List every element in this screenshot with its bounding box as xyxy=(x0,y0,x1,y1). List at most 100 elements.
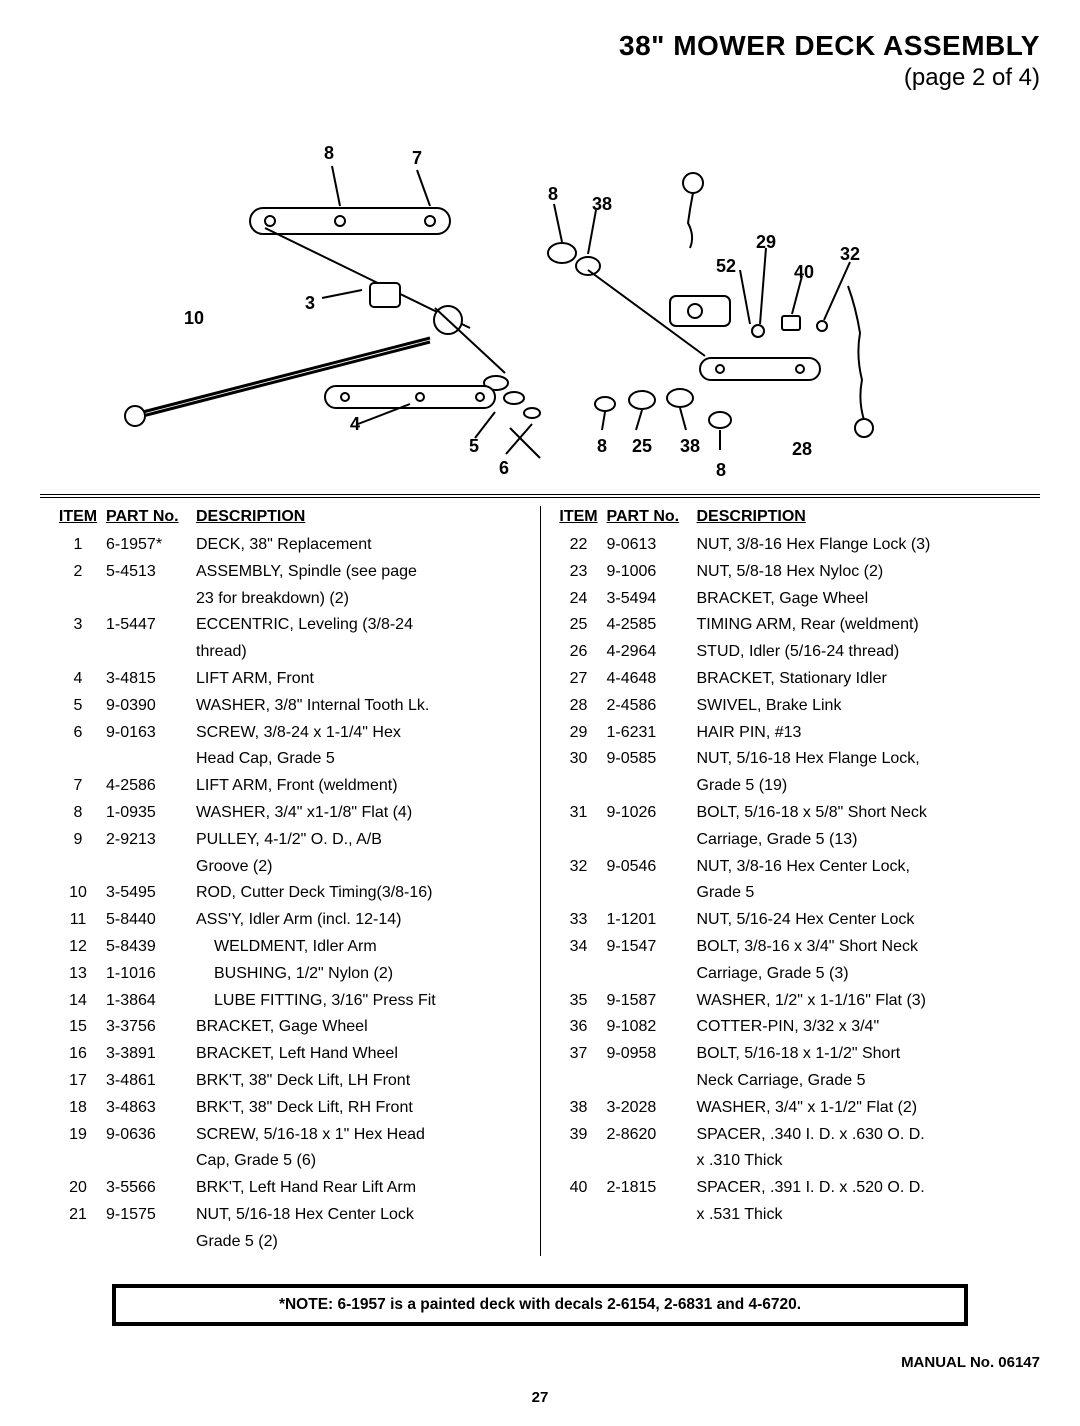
cell-item: 33 xyxy=(555,907,603,934)
table-row: x .310 Thick xyxy=(555,1148,1027,1175)
table-row: 282-4586SWIVEL, Brake Link xyxy=(555,693,1027,720)
header-description: DESCRIPTION xyxy=(693,506,1027,532)
cell-partno: 3-3891 xyxy=(102,1041,192,1068)
cell-description: WASHER, 1/2" x 1-1/16" Flat (3) xyxy=(693,988,1027,1015)
cell-item: 23 xyxy=(555,559,603,586)
cell-item: 24 xyxy=(555,586,603,613)
cell-item: 29 xyxy=(555,720,603,747)
page-subtitle: (page 2 of 4) xyxy=(40,64,1040,92)
cell-description: SCREW, 3/8-24 x 1-1/4" Hex xyxy=(192,720,526,747)
cell-description: BRACKET, Stationary Idler xyxy=(693,666,1027,693)
cell-item xyxy=(555,827,603,854)
cell-item: 35 xyxy=(555,988,603,1015)
cell-description: LUBE FITTING, 3/16" Press Fit xyxy=(192,988,526,1015)
cell-partno: 4-4648 xyxy=(603,666,693,693)
table-row: 349-1547BOLT, 3/8-16 x 3/4" Short Neck xyxy=(555,934,1027,961)
table-row: 254-2585TIMING ARM, Rear (weldment) xyxy=(555,612,1027,639)
cell-partno: 2-1815 xyxy=(603,1175,693,1202)
cell-partno: 6-1957* xyxy=(102,532,192,559)
table-row: 81-0935WASHER, 3/4" x1-1/8" Flat (4) xyxy=(54,800,526,827)
table-row: 219-1575NUT, 5/16-18 Hex Center Lock xyxy=(54,1202,526,1229)
cell-item xyxy=(555,961,603,988)
cell-description: BRK'T, 38" Deck Lift, LH Front xyxy=(192,1068,526,1095)
cell-description: BRACKET, Gage Wheel xyxy=(693,586,1027,613)
cell-item: 9 xyxy=(54,827,102,854)
cell-description: NUT, 5/16-18 Hex Flange Lock, xyxy=(693,746,1027,773)
cell-partno: 3-4863 xyxy=(102,1095,192,1122)
table-row: 402-1815SPACER, .391 I. D. x .520 O. D. xyxy=(555,1175,1027,1202)
parts-columns: ITEM PART No. DESCRIPTION 16-1957*DECK, … xyxy=(40,506,1040,1256)
diagram-callout: 3 xyxy=(305,293,315,314)
table-row: Head Cap, Grade 5 xyxy=(54,746,526,773)
cell-partno xyxy=(102,586,192,613)
cell-item: 6 xyxy=(54,720,102,747)
cell-description: BRACKET, Gage Wheel xyxy=(192,1014,526,1041)
cell-partno: 3-2028 xyxy=(603,1095,693,1122)
cell-item: 31 xyxy=(555,800,603,827)
cell-partno: 9-1006 xyxy=(603,559,693,586)
cell-item: 25 xyxy=(555,612,603,639)
diagram-callout: 32 xyxy=(840,244,860,265)
table-row: 131-1016BUSHING, 1/2" Nylon (2) xyxy=(54,961,526,988)
table-row: 74-2586LIFT ARM, Front (weldment) xyxy=(54,773,526,800)
cell-item: 27 xyxy=(555,666,603,693)
table-divider xyxy=(40,494,1040,498)
cell-partno: 2-9213 xyxy=(102,827,192,854)
table-row: 274-4648BRACKET, Stationary Idler xyxy=(555,666,1027,693)
diagram-svg xyxy=(40,98,1040,488)
cell-description: ECCENTRIC, Leveling (3/8-24 xyxy=(192,612,526,639)
header-item: ITEM xyxy=(555,506,603,532)
cell-partno xyxy=(603,961,693,988)
cell-item: 10 xyxy=(54,880,102,907)
table-row: 23 for breakdown) (2) xyxy=(54,586,526,613)
table-row: 319-1026BOLT, 5/16-18 x 5/8" Short Neck xyxy=(555,800,1027,827)
cell-partno: 9-0390 xyxy=(102,693,192,720)
cell-partno: 9-0546 xyxy=(603,854,693,881)
cell-partno: 3-5494 xyxy=(603,586,693,613)
cell-description: STUD, Idler (5/16-24 thread) xyxy=(693,639,1027,666)
table-row: x .531 Thick xyxy=(555,1202,1027,1229)
table-row: 103-5495ROD, Cutter Deck Timing(3/8-16) xyxy=(54,880,526,907)
cell-partno: 2-8620 xyxy=(603,1122,693,1149)
table-row: 59-0390WASHER, 3/8" Internal Tooth Lk. xyxy=(54,693,526,720)
diagram-callout: 38 xyxy=(592,194,612,215)
cell-description: Grade 5 (2) xyxy=(192,1229,526,1256)
table-row: 16-1957*DECK, 38" Replacement xyxy=(54,532,526,559)
cell-item: 21 xyxy=(54,1202,102,1229)
cell-description: Carriage, Grade 5 (13) xyxy=(693,827,1027,854)
header-partno: PART No. xyxy=(603,506,693,532)
cell-item xyxy=(54,1148,102,1175)
diagram-callout: 8 xyxy=(324,143,334,164)
diagram-callout: 8 xyxy=(597,436,607,457)
diagram-callout: 10 xyxy=(184,308,204,329)
cell-partno xyxy=(102,1229,192,1256)
table-row: Grade 5 (19) xyxy=(555,773,1027,800)
parts-table-left: ITEM PART No. DESCRIPTION 16-1957*DECK, … xyxy=(54,506,526,1256)
cell-item: 3 xyxy=(54,612,102,639)
cell-partno: 4-2964 xyxy=(603,639,693,666)
cell-partno: 1-5447 xyxy=(102,612,192,639)
cell-description: LIFT ARM, Front xyxy=(192,666,526,693)
cell-partno: 9-0636 xyxy=(102,1122,192,1149)
cell-description: WELDMENT, Idler Arm xyxy=(192,934,526,961)
cell-partno: 5-8440 xyxy=(102,907,192,934)
cell-description: ROD, Cutter Deck Timing(3/8-16) xyxy=(192,880,526,907)
cell-item xyxy=(555,1068,603,1095)
cell-partno: 9-1026 xyxy=(603,800,693,827)
cell-partno xyxy=(603,1202,693,1229)
cell-item: 11 xyxy=(54,907,102,934)
cell-partno: 4-2586 xyxy=(102,773,192,800)
cell-item: 19 xyxy=(54,1122,102,1149)
cell-item: 4 xyxy=(54,666,102,693)
diagram-callout: 25 xyxy=(632,436,652,457)
cell-item: 12 xyxy=(54,934,102,961)
cell-description: NUT, 3/8-16 Hex Flange Lock (3) xyxy=(693,532,1027,559)
cell-description: WASHER, 3/4" x1-1/8" Flat (4) xyxy=(192,800,526,827)
cell-description: SWIVEL, Brake Link xyxy=(693,693,1027,720)
table-row: 183-4863BRK'T, 38" Deck Lift, RH Front xyxy=(54,1095,526,1122)
cell-description: BRK'T, 38" Deck Lift, RH Front xyxy=(192,1095,526,1122)
table-row: Carriage, Grade 5 (3) xyxy=(555,961,1027,988)
cell-partno xyxy=(102,1148,192,1175)
cell-item xyxy=(54,639,102,666)
diagram-callout: 8 xyxy=(548,184,558,205)
